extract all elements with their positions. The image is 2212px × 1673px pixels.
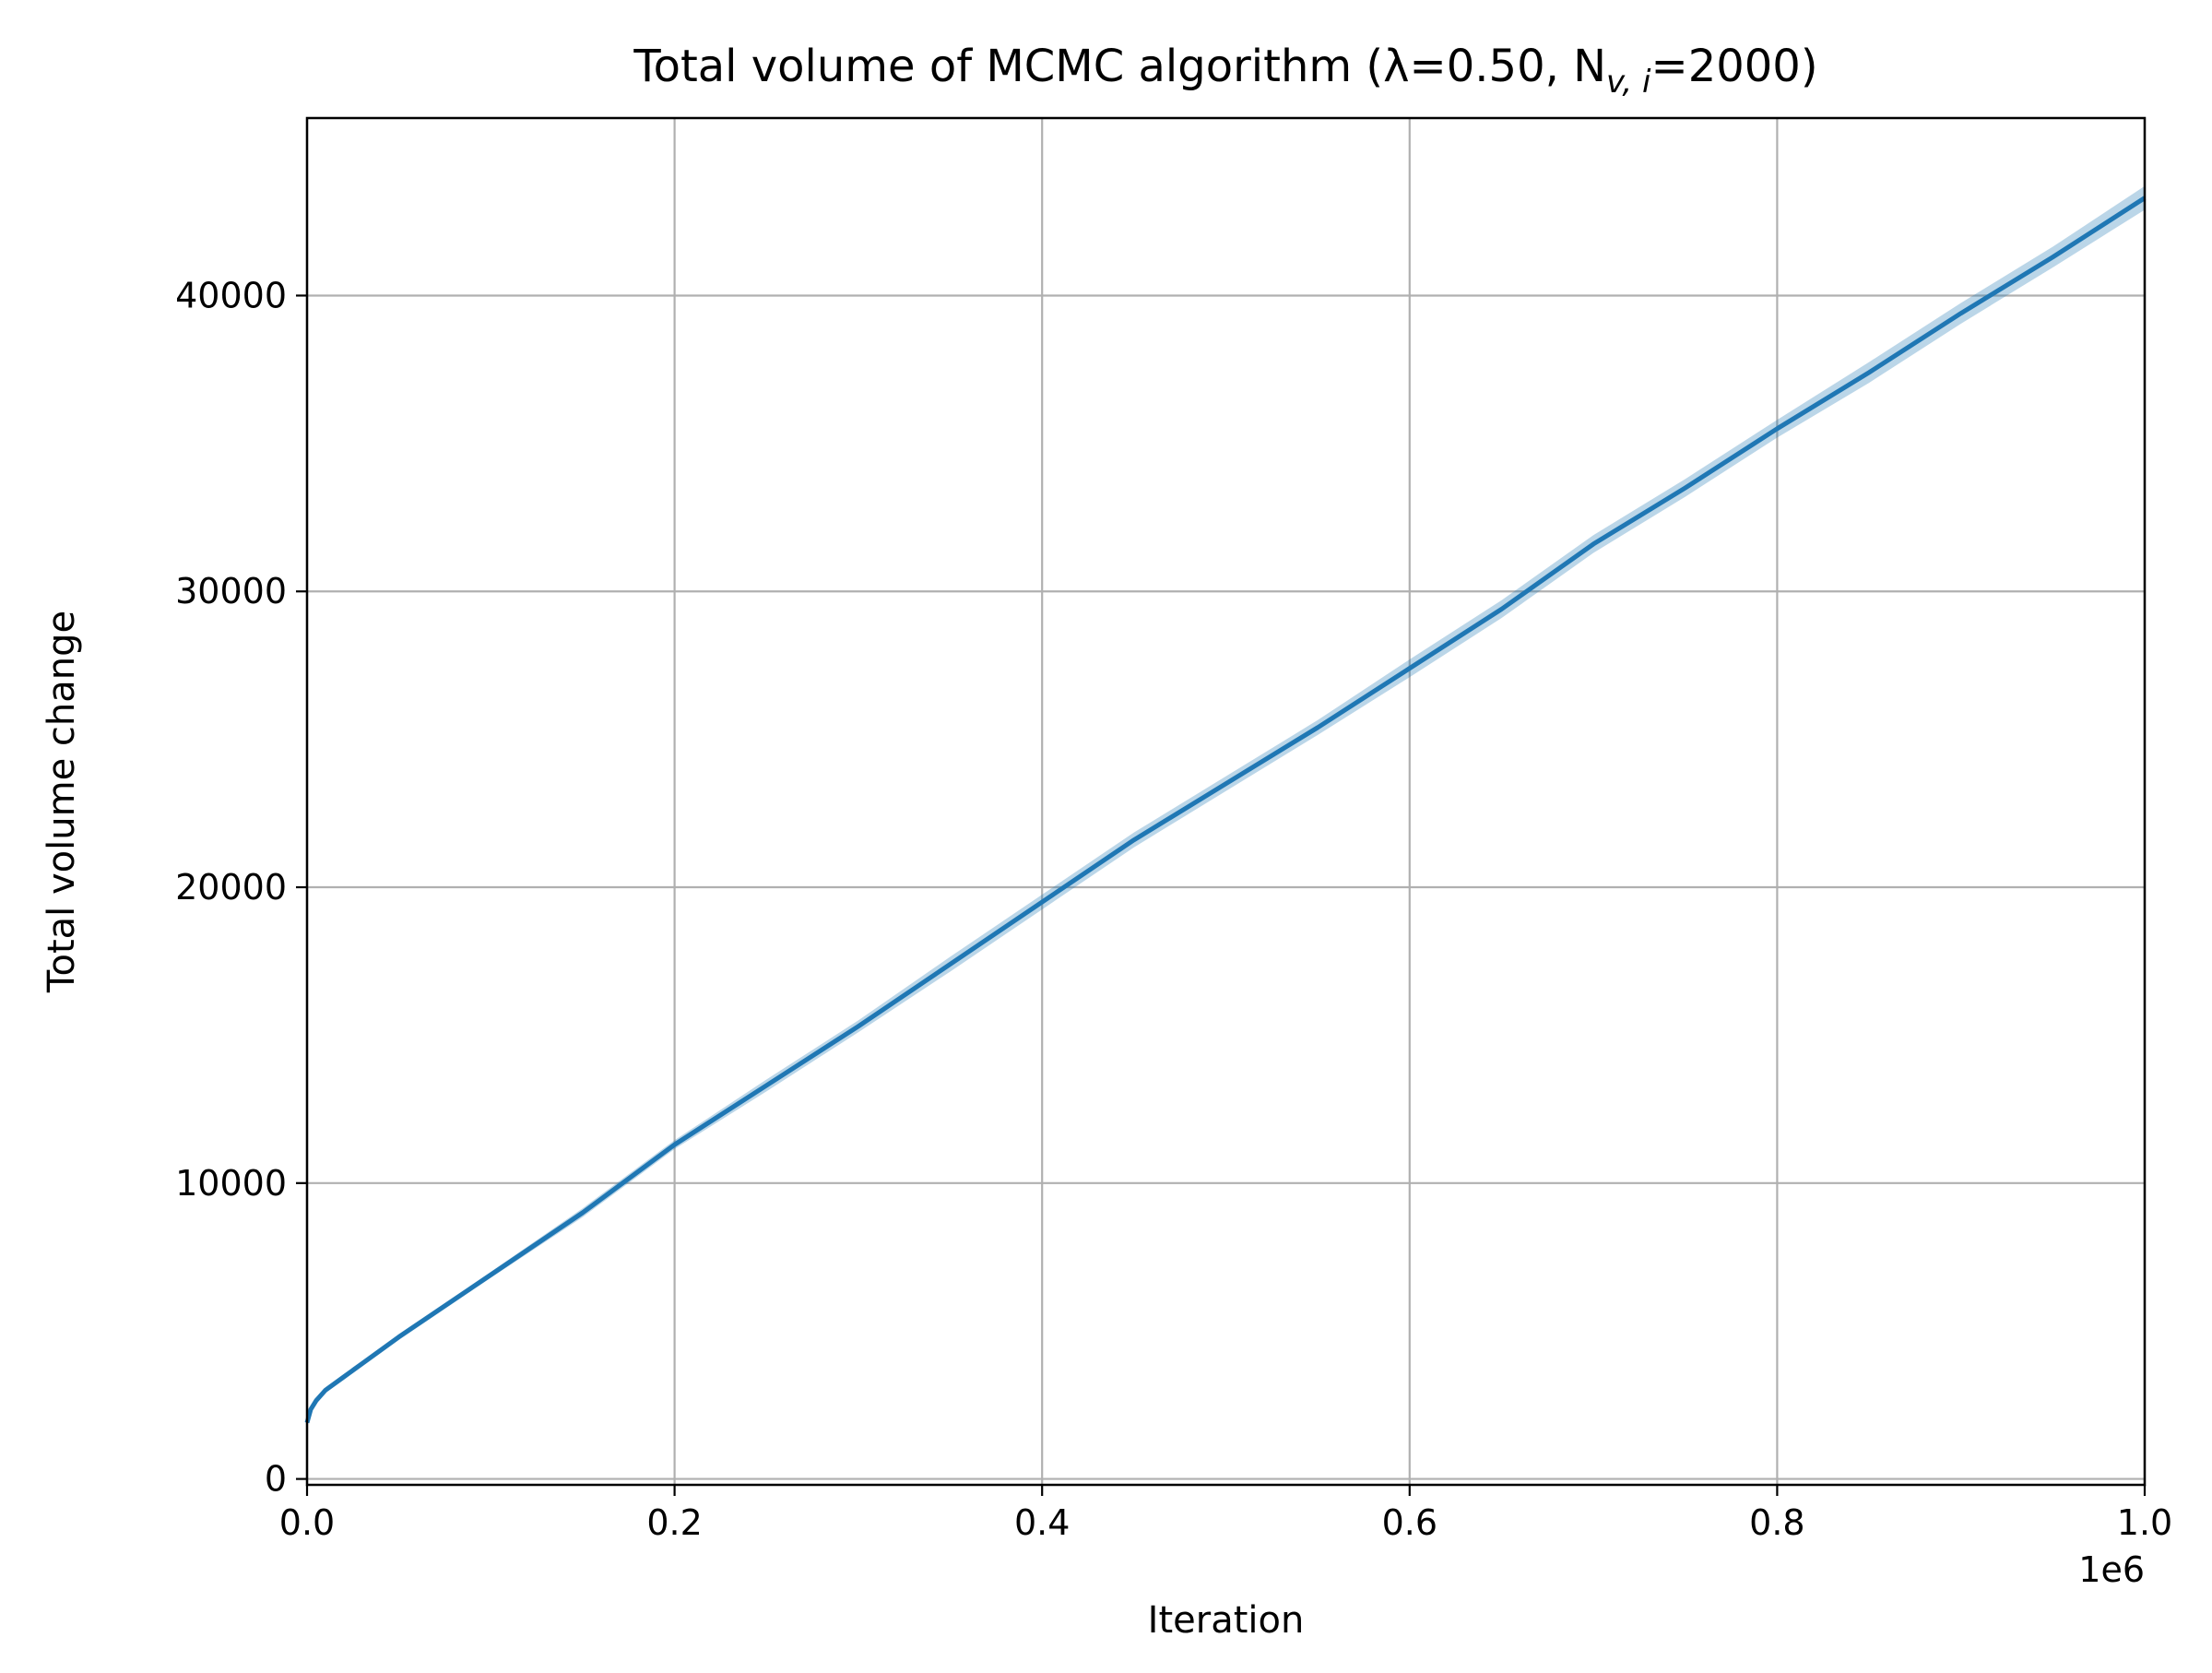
chart-title-subscript: v, i [1606, 64, 1651, 101]
x-axis-offset-label: 1e6 [2078, 1549, 2145, 1590]
y-tick-label-3: 30000 [175, 571, 287, 611]
x-tick-label-1: 0.2 [646, 1502, 702, 1543]
y-tick-label-1: 10000 [175, 1163, 287, 1204]
chart-title-suffix: =2000) [1650, 41, 1817, 92]
x-tick-label-3: 0.6 [1382, 1502, 1437, 1543]
y-tick-label-4: 40000 [175, 275, 287, 315]
tick-marks [296, 294, 2147, 1496]
x-tick-label-5: 1.0 [2117, 1502, 2172, 1543]
series-line-0 [304, 196, 2147, 1424]
x-tick-label-2: 0.4 [1014, 1502, 1070, 1543]
x-tick-label-0: 0.0 [279, 1502, 335, 1543]
y-axis-title: Total volume change [41, 611, 83, 993]
series-line-group [304, 196, 2147, 1424]
plot-area-frame [305, 116, 2147, 1487]
x-axis-title: Iteration [1148, 1599, 1305, 1642]
y-axis-tick-labels: 0 10000 20000 30000 40000 [175, 275, 287, 1499]
x-tick-label-4: 0.8 [1749, 1502, 1804, 1543]
confidence-band-group [307, 185, 2145, 1426]
chart-title-main: Total volume of MCMC algorithm (λ=0.50, … [633, 41, 1606, 92]
confidence-band-0 [307, 185, 2145, 1426]
chart-title: Total volume of MCMC algorithm (λ=0.50, … [633, 41, 1817, 101]
y-tick-label-2: 20000 [175, 867, 287, 908]
x-axis-tick-labels: 0.0 0.2 0.4 0.6 0.8 1.0 [279, 1502, 2172, 1543]
y-tick-label-0: 0 [265, 1459, 287, 1500]
